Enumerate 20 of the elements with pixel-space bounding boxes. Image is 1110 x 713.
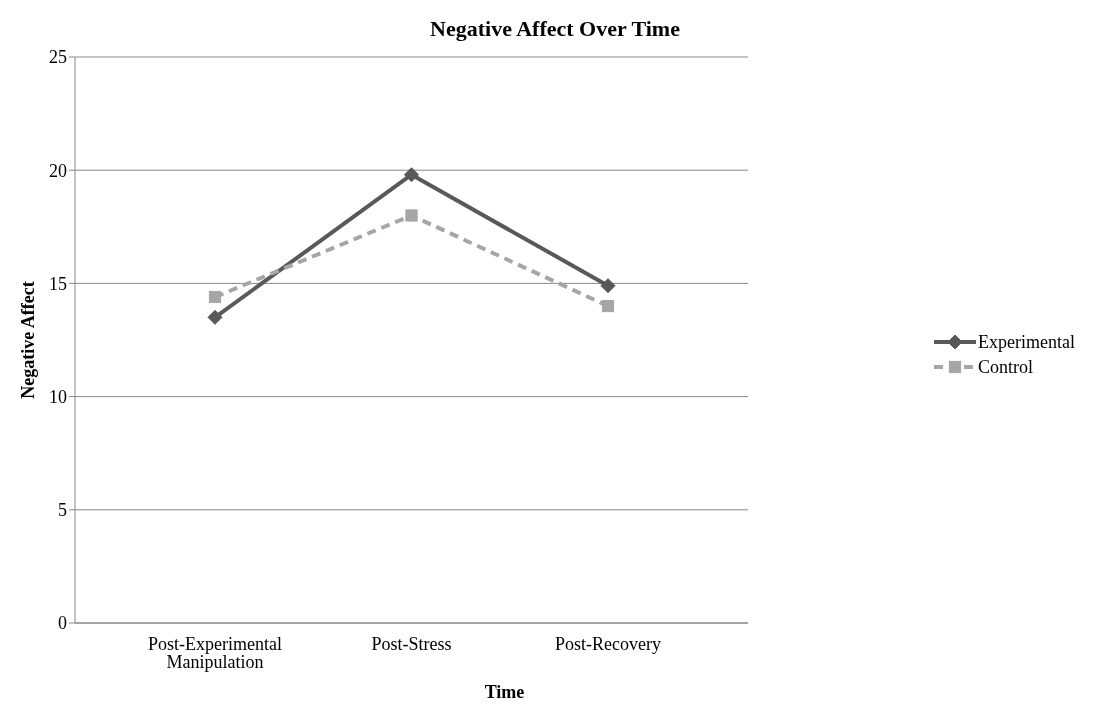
y-tick-label: 20 <box>49 160 67 181</box>
y-tick-label: 25 <box>49 47 67 68</box>
x-tick-label: Post-Stress <box>371 633 452 654</box>
chart-title: Negative Affect Over Time <box>429 16 681 42</box>
x-tick-label: Post-Recovery <box>555 633 661 654</box>
point <box>600 278 616 294</box>
y-tick-label: 0 <box>58 613 67 634</box>
y-tick-label: 15 <box>49 273 67 294</box>
x-tick-label: Post-Experimental Manipulation <box>148 633 282 672</box>
point <box>601 299 615 313</box>
point <box>207 309 223 325</box>
y-tick-label: 5 <box>58 500 67 521</box>
point <box>405 209 418 222</box>
point <box>404 167 419 183</box>
legend-label: Experimental <box>978 331 1075 353</box>
point <box>208 290 222 304</box>
y-axis-title: Negative Affect <box>17 281 39 399</box>
legend-label: Control <box>978 356 1034 378</box>
y-tick-label: 10 <box>49 386 67 407</box>
x-axis-title: Time <box>483 682 526 703</box>
